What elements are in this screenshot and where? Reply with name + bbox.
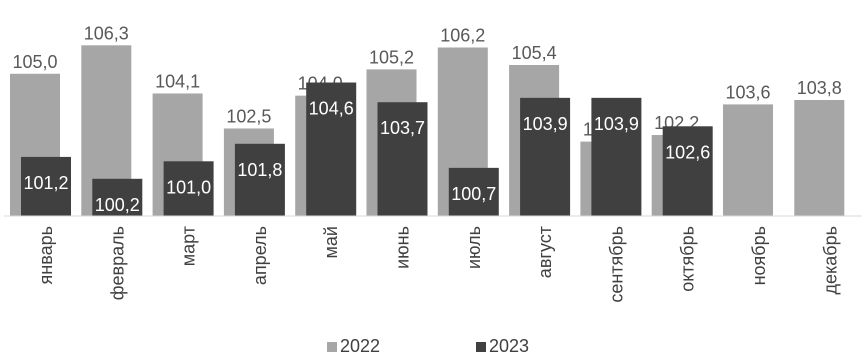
legend-swatch-2022 (327, 342, 337, 352)
bar-2023-3 (234, 143, 285, 216)
bar-2023-4 (306, 82, 357, 217)
category-label-4: май (321, 226, 341, 258)
bar-2022-11 (794, 100, 845, 216)
category-label-2: март (179, 226, 199, 266)
bar-2023-0 (21, 156, 71, 216)
bar-2023-6 (448, 167, 499, 216)
data-label-2023-2: 101,0 (166, 177, 211, 197)
category-label-5: июнь (393, 226, 413, 269)
bar-2023-1 (92, 178, 143, 216)
data-label-2022-0: 105,0 (12, 52, 57, 72)
legend-swatch-2023 (476, 342, 486, 352)
data-label-2023-9: 102,6 (665, 142, 710, 162)
category-label-8: сентябрь (606, 226, 626, 303)
data-label-2022-7: 105,4 (512, 43, 557, 63)
category-label-11: декабрь (820, 226, 840, 295)
category-label-10: ноябрь (749, 226, 769, 285)
data-label-2023-7: 103,9 (523, 114, 568, 134)
data-label-2022-2: 104,1 (155, 71, 200, 91)
category-label-6: июль (464, 226, 484, 269)
category-label-3: апрель (250, 226, 270, 285)
data-label-2023-3: 101,8 (237, 160, 282, 180)
data-label-2023-8: 103,9 (594, 114, 639, 134)
data-label-2022-5: 105,2 (369, 47, 414, 67)
data-label-2023-5: 103,7 (380, 118, 425, 138)
legend-label-2023: 2023 (489, 336, 529, 356)
bar-2022-10 (723, 104, 773, 216)
category-label-1: февраль (107, 226, 127, 300)
data-label-2022-3: 102,5 (226, 106, 271, 126)
bar-2023-9 (662, 126, 713, 216)
bar-2023-5 (377, 102, 428, 216)
category-label-0: январь (36, 226, 56, 284)
bar-2023-7 (520, 97, 571, 216)
data-label-2023-0: 101,2 (23, 173, 68, 193)
data-label-2022-1: 106,3 (84, 23, 129, 43)
data-label-2023-4: 104,6 (309, 99, 354, 119)
data-label-2022-11: 103,8 (797, 78, 842, 98)
category-label-9: октябрь (678, 226, 698, 292)
data-label-2022-6: 106,2 (440, 26, 485, 46)
bar-2023-2 (163, 161, 214, 216)
data-label-2022-10: 103,6 (725, 82, 770, 102)
data-label-2023-1: 100,2 (95, 195, 140, 215)
bar-2023-8 (591, 97, 642, 216)
legend-label-2022: 2022 (340, 336, 380, 356)
data-label-2023-6: 100,7 (451, 184, 496, 204)
category-label-7: август (535, 226, 555, 278)
